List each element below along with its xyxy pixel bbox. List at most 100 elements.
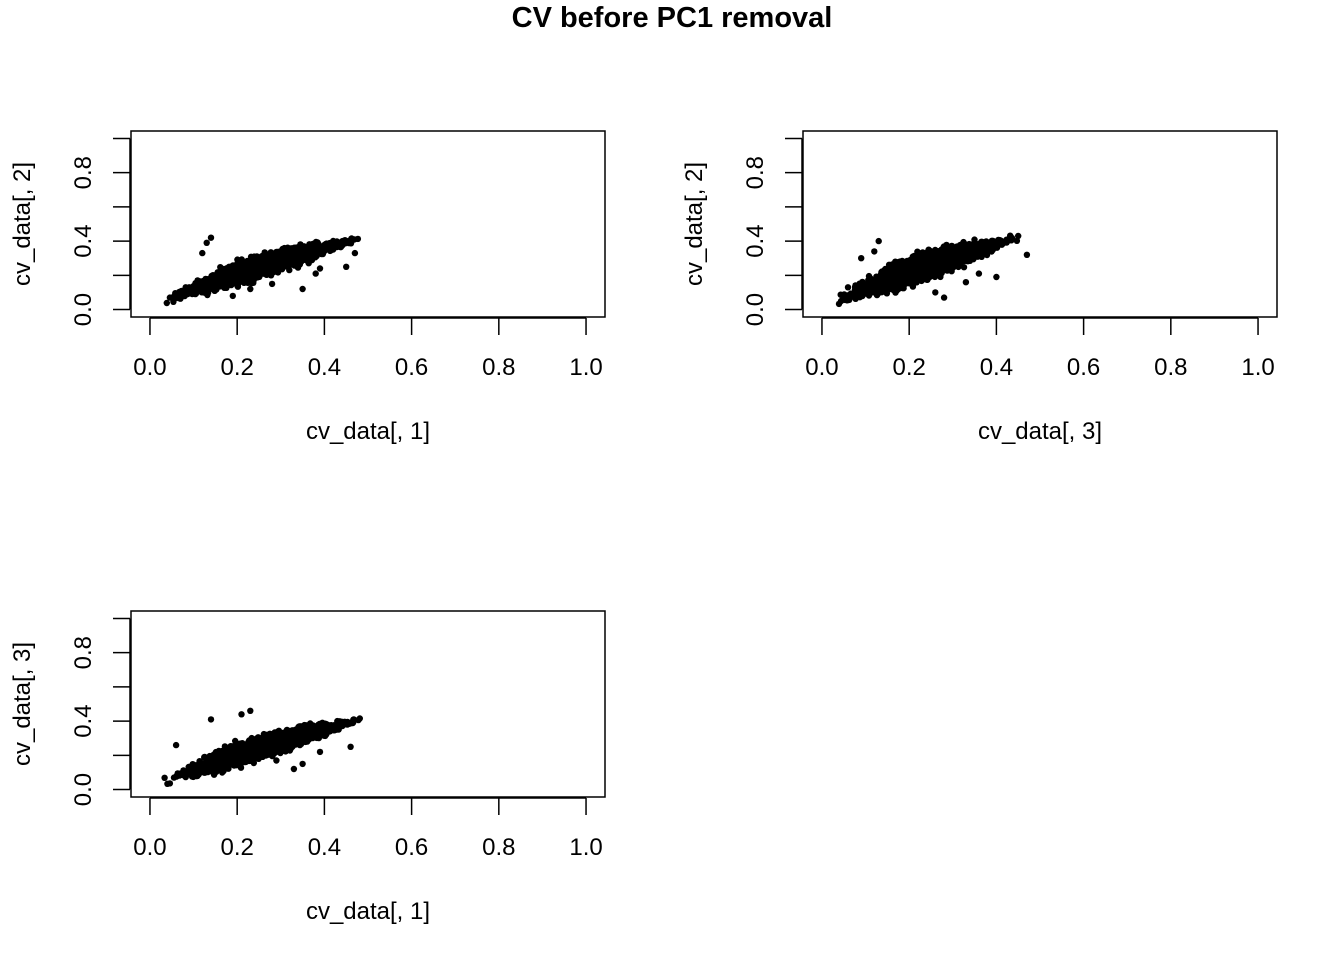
data-point <box>194 284 201 292</box>
outlier-point <box>1023 251 1031 258</box>
x-tick-label: 0.6 <box>395 354 428 381</box>
data-point <box>852 282 859 289</box>
outlier-point <box>199 249 206 257</box>
data-point <box>225 271 232 279</box>
data-point <box>339 237 346 245</box>
outlier-point <box>993 273 1000 281</box>
y-tick-label: 0.4 <box>742 224 769 257</box>
data-point <box>1008 234 1016 242</box>
data-points <box>163 234 362 307</box>
data-point <box>856 293 863 300</box>
data-point <box>211 286 218 293</box>
data-point <box>163 299 170 307</box>
data-point <box>216 272 224 279</box>
data-point <box>274 268 281 276</box>
data-point <box>951 246 959 253</box>
scatter-panel-bottom-left: 0.0 0.2 0.4 0.6 0.8 1.0cv_data[, 1]0.00.40.8c… <box>9 610 606 925</box>
data-point <box>945 245 952 252</box>
data-point <box>194 277 201 284</box>
scatter-panel-top-right: 0.0 0.2 0.4 0.6 0.8 1.0cv_data[, 3]0.00.40.8c… <box>681 130 1278 445</box>
outlier-point <box>871 248 878 255</box>
x-tick-label: 0.2 <box>220 354 253 381</box>
outlier-point <box>316 265 324 272</box>
x-tick-label: 0.2 <box>892 354 925 381</box>
data-points <box>161 707 363 787</box>
data-point <box>326 239 333 247</box>
data-point <box>295 244 302 251</box>
data-point <box>210 280 217 287</box>
x-tick-label: 0.6 <box>1067 354 1100 381</box>
outlier-point <box>351 249 359 257</box>
data-point <box>985 241 993 249</box>
data-point <box>306 252 313 259</box>
figure-title: CV before PC1 removal <box>511 2 833 34</box>
x-axis-label: cv_data[, 3] <box>978 418 1102 445</box>
y-axis-label: cv_data[, 2] <box>681 162 708 286</box>
outlier-point <box>975 270 983 277</box>
x-tick-label: 0.8 <box>1154 354 1187 381</box>
data-point <box>199 282 207 289</box>
y-tick-label: 0.0 <box>742 293 769 326</box>
data-point <box>277 251 284 258</box>
data-point <box>948 268 955 275</box>
y-axis: 0.0 0.4 0.8 cv_data[, 2] <box>681 137 803 326</box>
data-point <box>841 291 848 298</box>
data-point <box>283 262 290 269</box>
x-tick-label: 0.0 <box>133 354 166 381</box>
y-tick-label: 0.0 <box>70 293 97 326</box>
data-point <box>234 256 241 263</box>
data-point <box>284 244 291 251</box>
data-point <box>859 282 867 289</box>
outlier-point <box>203 239 210 246</box>
data-point <box>272 259 279 267</box>
data-point <box>877 273 884 280</box>
outlier-point <box>940 294 948 301</box>
data-point <box>266 260 273 267</box>
data-point <box>296 250 303 258</box>
data-point <box>960 251 967 258</box>
data-point <box>909 283 917 290</box>
data-point <box>951 259 959 266</box>
outlier-point <box>268 280 276 288</box>
data-point <box>291 248 298 256</box>
data-point <box>230 276 237 283</box>
outlier-point <box>229 292 236 300</box>
x-tick-label: 0.0 <box>805 354 838 381</box>
y-tick-label: 0.8 <box>742 156 769 189</box>
data-point <box>886 277 894 285</box>
data-point <box>928 253 936 261</box>
y-tick-label: 0.4 <box>70 224 97 257</box>
data-point <box>929 264 936 271</box>
data-points <box>835 232 1031 308</box>
data-point <box>283 251 290 258</box>
outlier-point <box>1015 232 1022 240</box>
data-point <box>960 238 967 246</box>
data-point <box>235 267 243 274</box>
outlier-point <box>875 237 882 245</box>
data-point <box>348 238 355 245</box>
data-point <box>865 292 873 299</box>
x-tick-label: 0.4 <box>308 354 341 381</box>
outlier-point <box>962 279 970 286</box>
x-tick-label: 1.0 <box>569 354 602 381</box>
outlier-point <box>343 263 350 270</box>
data-point <box>940 249 947 256</box>
outlier-point <box>299 285 306 293</box>
x-tick-label: 0.8 <box>482 354 515 381</box>
data-point <box>337 243 344 251</box>
data-point <box>996 239 1003 246</box>
data-point <box>912 266 920 274</box>
outlier-point <box>247 285 254 293</box>
data-point <box>876 283 883 290</box>
data-point <box>287 257 295 264</box>
y-axis-label: cv_data[, 2] <box>9 162 36 286</box>
data-point <box>231 270 238 278</box>
data-point <box>868 286 875 293</box>
outlier-point <box>186 284 193 291</box>
data-point <box>171 295 178 302</box>
data-point <box>205 276 213 283</box>
x-axis: 0.0 0.2 0.4 0.6 0.8 1.0cv_data[, 1] <box>133 317 603 445</box>
outlier-point <box>858 255 865 262</box>
data-point <box>892 263 900 270</box>
